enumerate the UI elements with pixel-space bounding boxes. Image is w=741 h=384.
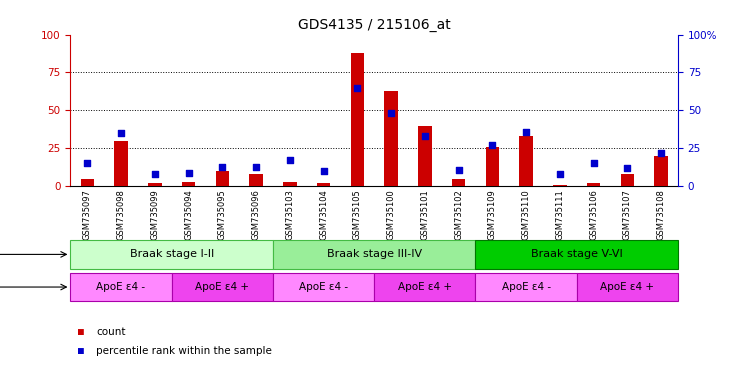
Bar — [654, 156, 668, 186]
Bar — [374, 273, 476, 301]
Bar — [519, 136, 533, 186]
Text: ApoE ε4 +: ApoE ε4 + — [398, 282, 452, 292]
Text: ApoE ε4 +: ApoE ε4 + — [196, 282, 249, 292]
Text: ApoE ε4 -: ApoE ε4 - — [96, 282, 145, 292]
Bar — [70, 240, 273, 269]
Bar — [587, 183, 600, 186]
Bar — [317, 183, 330, 186]
Point — [453, 167, 465, 173]
Text: Braak stage I-II: Braak stage I-II — [130, 249, 214, 260]
Text: ■: ■ — [78, 327, 84, 337]
Bar — [485, 147, 499, 186]
Point — [149, 171, 161, 177]
Bar — [114, 141, 127, 186]
Point — [419, 133, 431, 139]
Point — [318, 168, 330, 174]
Point — [284, 157, 296, 164]
Bar — [273, 273, 374, 301]
Bar — [385, 91, 398, 186]
Bar — [476, 273, 576, 301]
Title: GDS4135 / 215106_at: GDS4135 / 215106_at — [298, 18, 451, 32]
Bar — [576, 273, 678, 301]
Bar — [273, 240, 476, 269]
Bar — [452, 179, 465, 186]
Text: ■: ■ — [78, 346, 84, 356]
Point — [115, 130, 127, 136]
Point — [622, 165, 634, 171]
Point — [385, 110, 397, 116]
Bar — [621, 174, 634, 186]
Point — [82, 161, 93, 167]
Bar — [350, 53, 364, 186]
Bar — [81, 179, 94, 186]
Text: count: count — [96, 327, 126, 337]
Point — [588, 161, 599, 167]
Bar — [476, 240, 678, 269]
Point — [655, 150, 667, 156]
Bar — [283, 182, 296, 186]
Point — [554, 171, 566, 177]
Point — [486, 142, 498, 148]
Point — [351, 84, 363, 91]
Bar — [249, 174, 263, 186]
Bar — [182, 182, 196, 186]
Point — [182, 169, 194, 175]
Bar — [553, 185, 567, 186]
Text: Braak stage V-VI: Braak stage V-VI — [531, 249, 622, 260]
Text: Braak stage III-IV: Braak stage III-IV — [327, 249, 422, 260]
Point — [250, 164, 262, 170]
Text: ApoE ε4 +: ApoE ε4 + — [600, 282, 654, 292]
Bar — [148, 183, 162, 186]
Bar — [70, 273, 172, 301]
Text: ApoE ε4 -: ApoE ε4 - — [502, 282, 551, 292]
Bar — [418, 126, 431, 186]
Text: percentile rank within the sample: percentile rank within the sample — [96, 346, 272, 356]
Bar — [216, 171, 229, 186]
Point — [216, 164, 228, 170]
Text: ApoE ε4 -: ApoE ε4 - — [299, 282, 348, 292]
Point — [520, 129, 532, 135]
Bar — [172, 273, 273, 301]
